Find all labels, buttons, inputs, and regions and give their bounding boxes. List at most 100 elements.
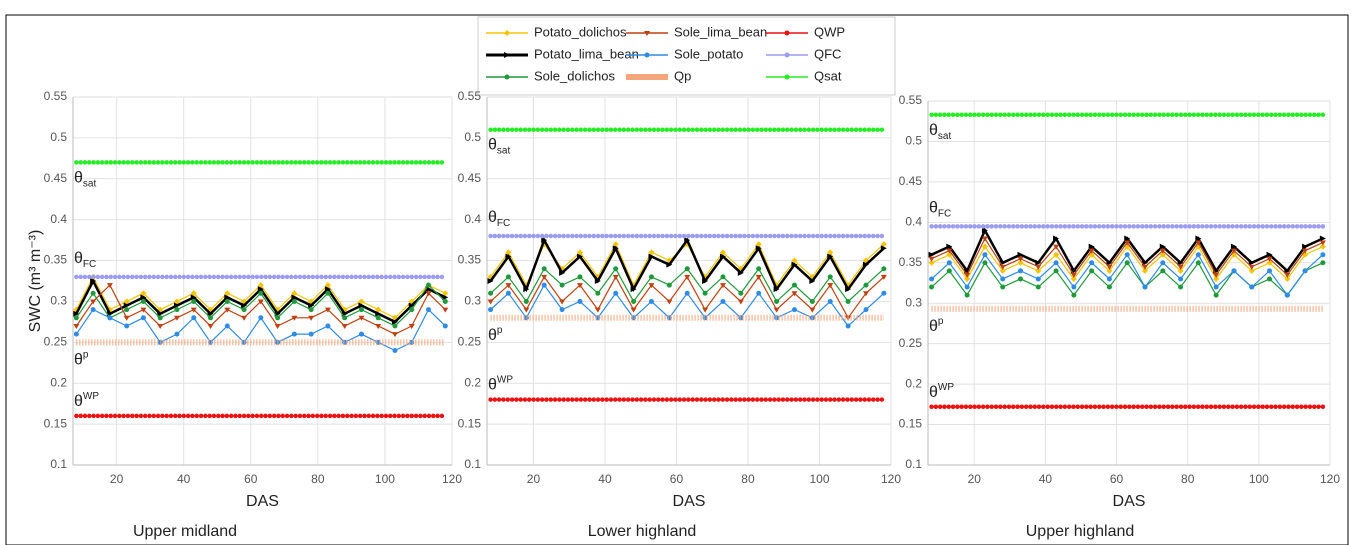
marker: [375, 323, 382, 329]
level-label: θsat: [74, 170, 96, 189]
marker: [487, 278, 494, 284]
y-tick-label: 0.15: [44, 416, 68, 430]
marker: [1035, 259, 1042, 266]
marker: [123, 315, 130, 321]
marker: [1249, 284, 1255, 290]
marker: [1053, 260, 1059, 266]
x-tick-label: 40: [598, 472, 612, 486]
marker: [342, 315, 348, 321]
marker: [577, 274, 583, 280]
series-line: [931, 261, 1324, 297]
panel-subtitle: Lower highland: [588, 523, 697, 540]
legend-label: Qp: [674, 68, 691, 83]
series-line: [490, 275, 885, 319]
marker: [523, 298, 529, 304]
marker: [981, 236, 988, 242]
marker: [1213, 275, 1220, 282]
level-label: θWP: [74, 391, 99, 411]
marker: [140, 298, 146, 304]
marker: [648, 283, 655, 289]
legend-label: Potato_lima_bean: [534, 46, 639, 61]
marker: [90, 299, 97, 305]
x-tick-label: 100: [1249, 472, 1269, 486]
marker: [157, 315, 163, 321]
marker: [928, 256, 935, 262]
marker: [1213, 292, 1219, 298]
marker: [174, 307, 180, 313]
marker: [964, 292, 970, 298]
marker: [1106, 276, 1112, 282]
level-symbol: θ: [929, 200, 938, 217]
level-label: θWP: [488, 374, 513, 394]
marker: [190, 290, 197, 297]
marker: [173, 302, 180, 309]
y-tick-label: 0.15: [899, 417, 923, 431]
y-tick-label: 0.55: [44, 89, 68, 103]
level-symbol: θ: [488, 209, 497, 226]
marker: [648, 298, 654, 304]
level-label: θFC: [929, 200, 951, 219]
marker: [1319, 243, 1326, 250]
level-symbol: θ: [929, 122, 938, 139]
marker: [190, 307, 197, 313]
marker: [613, 290, 619, 296]
marker: [946, 243, 953, 250]
marker: [325, 323, 331, 329]
level-symbol: θ: [74, 352, 83, 369]
marker: [392, 323, 398, 329]
marker: [291, 290, 298, 297]
marker: [1159, 243, 1166, 250]
marker: [123, 298, 130, 305]
marker: [1284, 267, 1291, 274]
y-tick-label: 0.45: [44, 171, 68, 185]
marker: [881, 290, 887, 296]
marker: [1071, 292, 1077, 298]
marker: [1071, 284, 1077, 290]
series-line: [489, 237, 885, 293]
marker: [391, 318, 398, 325]
frame: [5, 14, 1349, 545]
x-tick-label: 20: [527, 472, 541, 486]
marker: [1159, 248, 1166, 254]
marker: [576, 253, 583, 260]
y-tick-label: 0.2: [50, 375, 67, 389]
marker: [358, 315, 365, 321]
x-tick-label: 120: [1320, 472, 1340, 486]
legend-label: QWP: [814, 24, 845, 39]
level-symbol: θ: [929, 384, 938, 401]
marker: [1266, 259, 1273, 266]
marker: [594, 278, 601, 284]
marker: [791, 291, 798, 297]
marker: [702, 278, 709, 284]
marker: [1195, 252, 1201, 258]
marker: [720, 274, 726, 280]
x-tick-label: 120: [442, 472, 462, 486]
level-script: WP: [938, 381, 954, 392]
marker: [442, 323, 448, 329]
marker: [1302, 248, 1309, 254]
marker: [1035, 267, 1042, 274]
marker: [1070, 275, 1077, 282]
x-tick-label: 60: [244, 472, 258, 486]
marker: [684, 274, 691, 280]
marker: [1284, 275, 1291, 282]
marker: [1106, 284, 1112, 290]
marker: [541, 282, 547, 288]
marker: [999, 267, 1006, 274]
level-script: sat: [938, 130, 952, 141]
marker: [442, 290, 449, 297]
marker: [207, 323, 214, 329]
marker: [523, 315, 529, 321]
x-axis-title: DAS: [1113, 493, 1146, 510]
y-tick-label: 0.1: [50, 457, 67, 471]
marker: [577, 298, 583, 304]
y-tick-label: 0.4: [50, 212, 67, 226]
legend-label: Sole_dolichos: [534, 68, 615, 83]
y-tick-label: 0.5: [464, 130, 481, 144]
marker: [702, 290, 708, 296]
marker: [1177, 264, 1184, 270]
panel-subtitle: Upper highland: [1026, 523, 1135, 540]
marker: [426, 307, 432, 313]
marker: [1178, 284, 1184, 290]
